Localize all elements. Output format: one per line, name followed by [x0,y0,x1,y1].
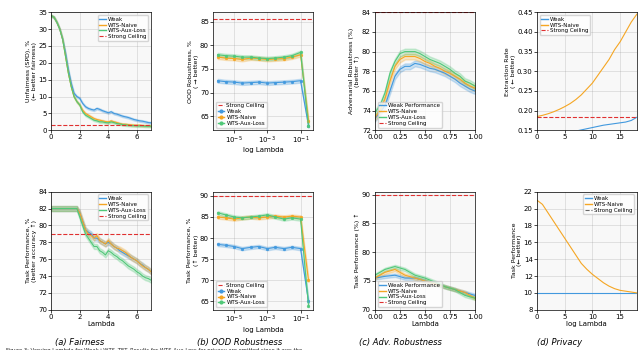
Y-axis label: Task Performance, %
(↑ better): Task Performance, % (↑ better) [188,218,198,284]
Legend: Weak, WTS-Naive, Strong Ceiling: Weak, WTS-Naive, Strong Ceiling [583,195,634,215]
Legend: Strong Ceiling, Weak, WTS-Naive, WTS-Aux-Loss: Strong Ceiling, Weak, WTS-Naive, WTS-Aux… [216,102,267,127]
Text: Figure 3: Varying Lambda for Weak+WTS_TET. Results for WTS-Aux-Loss for privacy : Figure 3: Varying Lambda for Weak+WTS_TE… [6,348,303,350]
Y-axis label: Unfairness (SPD), %
(← better fairness): Unfairness (SPD), % (← better fairness) [26,40,36,103]
Y-axis label: Task Performance
(← better): Task Performance (← better) [511,223,522,279]
X-axis label: log Lambda: log Lambda [566,321,607,327]
Y-axis label: Adversarial Robustness (%)
(better ↑): Adversarial Robustness (%) (better ↑) [349,28,360,114]
Y-axis label: OOD Robustness, %
( → better): OOD Robustness, % ( → better) [188,40,198,103]
Legend: Weak, WTS-Naive, WTS-Aux-Loss, Strong Ceiling: Weak, WTS-Naive, WTS-Aux-Loss, Strong Ce… [97,195,148,220]
Legend: Strong Ceiling, Weak, WTS-Naive, WTS-Aux-Loss: Strong Ceiling, Weak, WTS-Naive, WTS-Aux… [216,281,267,307]
Text: (c) Adv. Robustness: (c) Adv. Robustness [358,338,442,347]
Y-axis label: Task Performance, %
(better accuracy ↑): Task Performance, % (better accuracy ↑) [26,218,36,284]
X-axis label: Lambda: Lambda [87,321,115,327]
Legend: Weak, WTS-Naive, WTS-Aux-Loss, Strong Ceiling: Weak, WTS-Naive, WTS-Aux-Loss, Strong Ce… [97,15,148,41]
Y-axis label: Task Performance (%) ↑: Task Performance (%) ↑ [355,213,360,288]
Legend: Weak, WTS-Naive, Strong Ceiling: Weak, WTS-Naive, Strong Ceiling [540,15,590,35]
Legend: Weak Performance, WTS-Naive, WTS-Aux-Loss, Strong Ceiling: Weak Performance, WTS-Naive, WTS-Aux-Los… [378,281,442,307]
Text: (b) OOD Robustness: (b) OOD Robustness [197,338,283,347]
Text: (a) Fairness: (a) Fairness [56,338,104,347]
Legend: Weak Performance, WTS-Naive, WTS-Aux-Loss, Strong Ceiling: Weak Performance, WTS-Naive, WTS-Aux-Los… [378,102,442,127]
Y-axis label: Extraction Rate
( ← better): Extraction Rate ( ← better) [505,47,516,96]
X-axis label: log Lambda: log Lambda [243,327,284,332]
X-axis label: log Lambda: log Lambda [243,147,284,153]
X-axis label: Lambda: Lambda [411,321,439,327]
Text: (d) Privacy: (d) Privacy [538,338,582,347]
